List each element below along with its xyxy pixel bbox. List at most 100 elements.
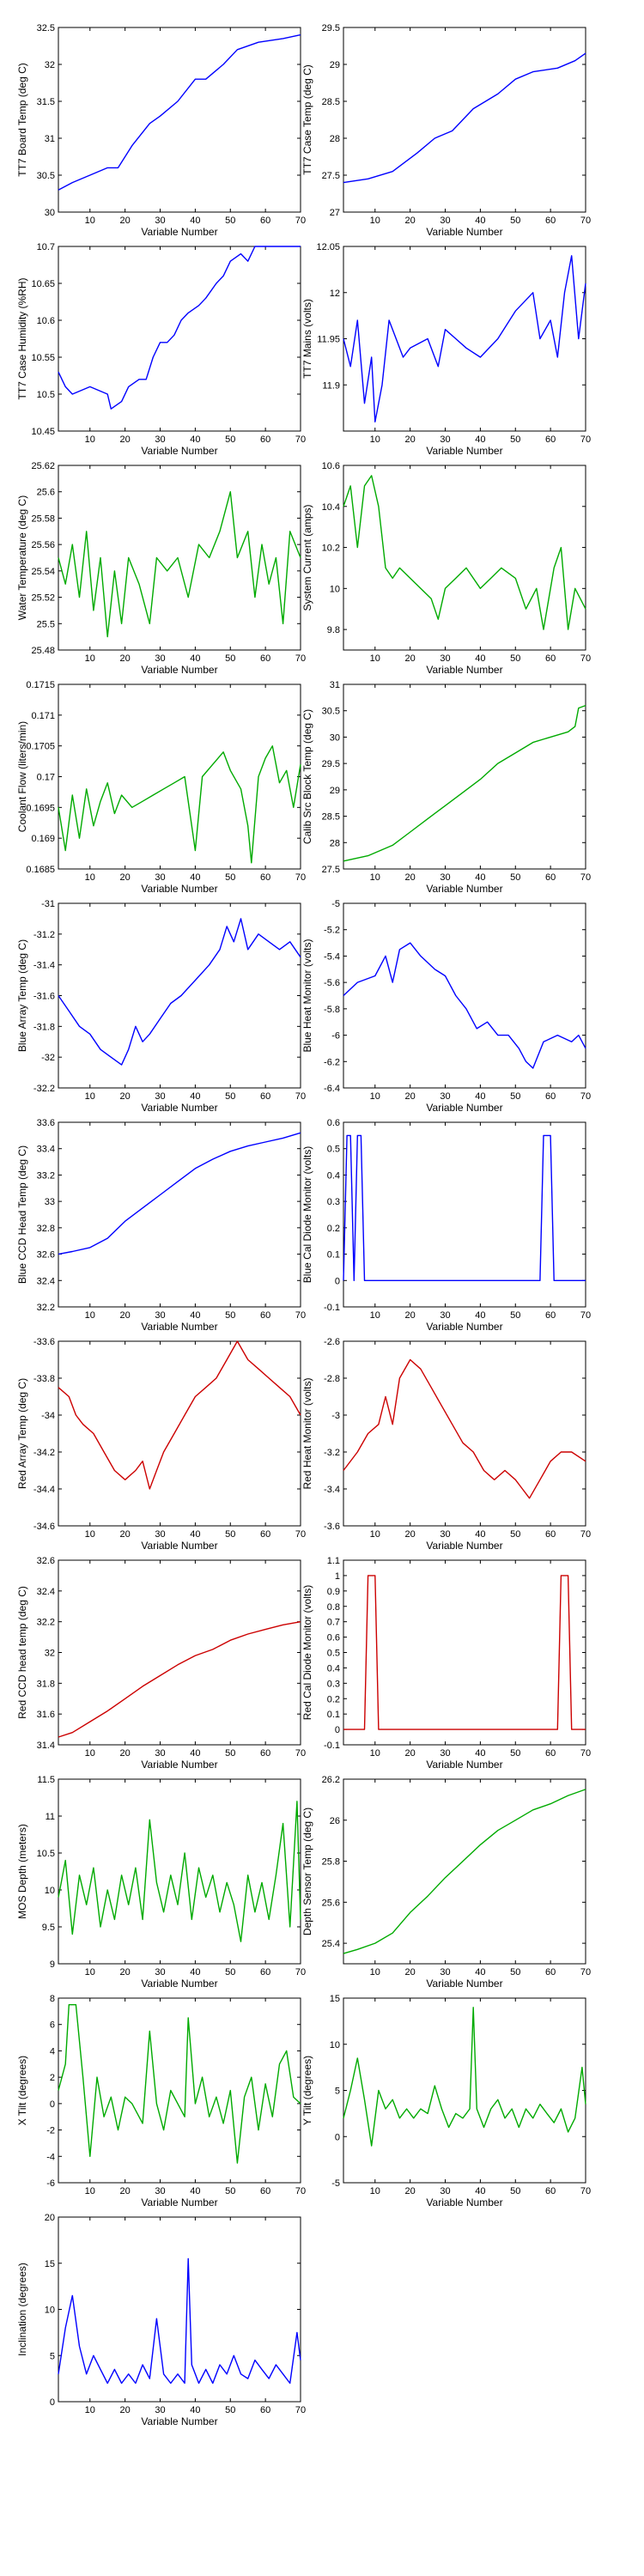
x-axis-label: Variable Number [426, 2196, 502, 2208]
y-tick-label: 10.5 [37, 390, 55, 400]
series-line [343, 1789, 586, 1954]
y-tick-label: 1 [335, 1571, 340, 1582]
x-axis-label: Variable Number [141, 1102, 217, 1114]
y-tick-label: 0 [50, 2397, 55, 2408]
y-tick-label: 4 [50, 2046, 55, 2057]
y-tick-label: 31 [330, 680, 340, 690]
x-tick-label: 60 [260, 653, 270, 664]
y-tick-label: 0.5 [327, 1145, 340, 1155]
x-tick-label: 30 [440, 434, 450, 445]
y-tick-label: -31.8 [33, 1022, 55, 1032]
series-line [343, 1358, 586, 1499]
x-tick-label: 40 [475, 1529, 485, 1540]
x-tick-label: 30 [155, 1529, 165, 1540]
y-tick-label: 0.169 [31, 834, 55, 844]
y-tick-label: 30 [330, 732, 340, 743]
x-tick-label: 10 [370, 1748, 380, 1759]
y-tick-label: -34 [41, 1411, 55, 1421]
x-tick-label: 10 [85, 434, 95, 445]
x-tick-label: 10 [85, 1529, 95, 1540]
x-tick-label: 70 [295, 1748, 306, 1759]
x-tick-label: 60 [260, 1967, 270, 1978]
chart-8: 10 20 30 40 50 60 70 27.5 28 28.5 29 29.5 30 30.5 31 Va… [301, 680, 591, 895]
x-tick-label: 40 [190, 1748, 200, 1759]
x-tick-label: 50 [225, 1748, 235, 1759]
y-tick-label: 32 [45, 1649, 55, 1659]
x-tick-label: 20 [120, 1748, 131, 1759]
series-line [343, 704, 586, 862]
x-tick-label: 60 [260, 1748, 270, 1759]
x-tick-label: 50 [225, 2186, 235, 2196]
y-tick-label: 25.54 [31, 567, 55, 577]
y-tick-label: 25.6 [322, 1898, 340, 1908]
series-line [343, 1134, 586, 1281]
y-axis-label: Red CCD head temp (deg C) [16, 1586, 28, 1719]
y-axis-label: TT7 Mains (volts) [301, 299, 313, 379]
x-tick-label: 20 [120, 872, 131, 883]
chart-17: 10 20 30 40 50 60 70 9 9.5 10 10.5 11 11.5 Variable N… [16, 1775, 306, 1990]
plot-frame [58, 1778, 301, 1965]
y-tick-label: 26.2 [322, 1775, 340, 1785]
x-tick-label: 10 [85, 1748, 95, 1759]
y-tick-label: 27 [330, 208, 340, 218]
x-tick-label: 30 [155, 1310, 165, 1321]
chart-21: 10 20 30 40 50 60 70 0 5 10 15 20 Variable Number Inc… [16, 2213, 306, 2427]
x-tick-label: 20 [405, 2186, 416, 2196]
y-tick-label: -31.4 [33, 961, 55, 971]
y-tick-label: 25.48 [31, 646, 55, 656]
x-axis-label: Variable Number [426, 1321, 502, 1333]
y-tick-label: 9 [50, 1959, 55, 1970]
y-tick-label: -33.6 [33, 1337, 55, 1347]
y-tick-label: -5.4 [324, 951, 340, 962]
y-tick-label: 0.2 [327, 1224, 340, 1234]
y-tick-label: 28 [330, 134, 340, 144]
y-tick-label: 0.7 [327, 1618, 340, 1628]
x-tick-label: 50 [225, 872, 235, 883]
y-tick-label: 20 [45, 2213, 55, 2223]
x-tick-label: 20 [405, 1529, 416, 1540]
x-axis-label: Variable Number [426, 664, 502, 676]
y-tick-label: -5.2 [324, 926, 340, 936]
chart-4: 10 20 30 40 50 60 70 11.9 11.95 12 12.05 Variable N… [301, 242, 591, 457]
y-tick-label: 10 [330, 2040, 340, 2050]
x-tick-label: 60 [545, 1310, 556, 1321]
plot-frame [58, 2216, 301, 2403]
chart-5: 10 20 30 40 50 60 70 25.48 25.5 25.52 25.54 25.56 25… [16, 461, 306, 676]
y-tick-label: 8 [50, 1994, 55, 2004]
plot-frame [58, 1121, 301, 1308]
x-axis-label: Variable Number [426, 226, 502, 238]
y-tick-label: 0.1715 [26, 680, 55, 690]
y-tick-label: 0.1 [327, 1250, 340, 1261]
x-tick-label: 60 [545, 216, 556, 226]
y-axis-label: Calib Src Block Temp (deg C) [301, 709, 313, 844]
x-tick-label: 50 [225, 216, 235, 226]
y-tick-label: 25.4 [322, 1939, 340, 1949]
y-tick-label: 9.5 [42, 1923, 55, 1933]
x-tick-label: 40 [190, 653, 200, 664]
series-line [343, 52, 586, 184]
y-axis-label: Coolant Flow (liters/min) [16, 721, 28, 832]
plot-frame [343, 1778, 586, 1965]
x-axis-label: Variable Number [141, 1978, 217, 1990]
x-tick-label: 50 [510, 872, 520, 883]
x-tick-label: 50 [510, 434, 520, 445]
x-tick-label: 20 [120, 434, 131, 445]
y-tick-label: 25.62 [31, 461, 55, 471]
x-tick-label: 20 [120, 1091, 131, 1102]
x-tick-label: 50 [225, 2405, 235, 2415]
chart-18: 10 20 30 40 50 60 70 25.4 25.6 25.8 26 26.2 Variable… [301, 1775, 591, 1990]
x-tick-label: 20 [405, 872, 416, 883]
y-axis-label: Red Heat Monitor (volts) [301, 1377, 313, 1489]
chart-2: 10 20 30 40 50 60 70 27 27.5 28 28.5 29 29.5 Variable… [301, 23, 591, 238]
y-axis-label: Y Tilt (degrees) [301, 2056, 313, 2125]
x-tick-label: 40 [475, 1748, 485, 1759]
x-tick-label: 60 [545, 1529, 556, 1540]
y-tick-label: -32.2 [33, 1084, 55, 1094]
x-tick-label: 30 [440, 1529, 450, 1540]
y-tick-label: 0.17 [37, 773, 55, 783]
x-tick-label: 60 [260, 2405, 270, 2415]
series-line [58, 33, 301, 191]
x-axis-label: Variable Number [141, 226, 217, 238]
x-tick-label: 60 [545, 872, 556, 883]
x-tick-label: 60 [260, 1091, 270, 1102]
